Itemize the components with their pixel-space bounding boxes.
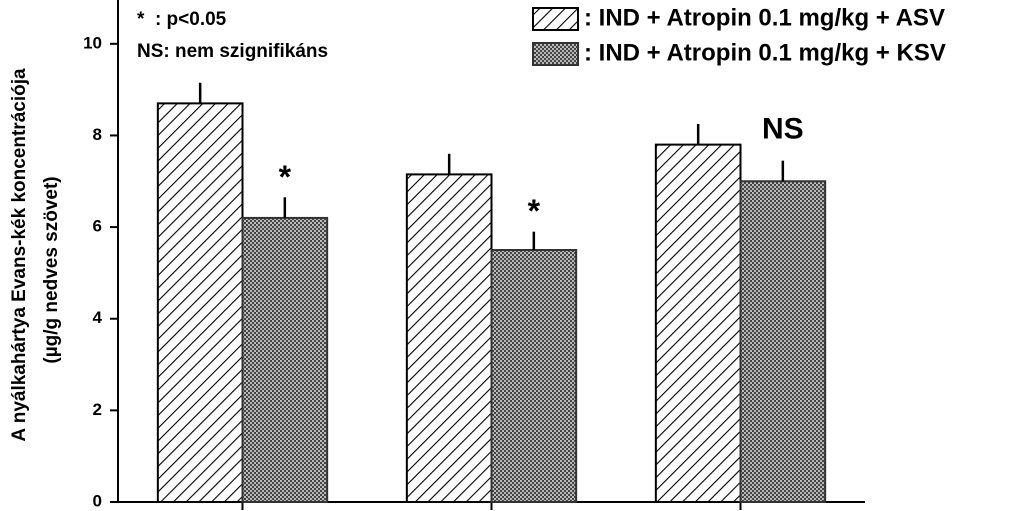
annotation: NS bbox=[762, 113, 804, 146]
legend-swatch bbox=[532, 7, 579, 31]
y-tick-label: 6 bbox=[93, 217, 102, 236]
bar bbox=[654, 143, 742, 503]
y-tick-label: 4 bbox=[93, 308, 103, 327]
bar bbox=[241, 216, 329, 503]
legend-label: : IND + Atropin 0.1 mg/kg + KSV bbox=[584, 39, 946, 66]
y-axis-label: A nyálkahártya Evans-kék koncentrációja bbox=[9, 68, 30, 442]
annotation: * bbox=[528, 193, 541, 229]
y-tick-label: 8 bbox=[93, 125, 102, 144]
bar bbox=[156, 102, 244, 504]
annotation: * bbox=[279, 159, 292, 195]
note: * : p<0.05 bbox=[137, 9, 227, 30]
legend-swatch bbox=[532, 42, 579, 66]
bar bbox=[405, 173, 493, 503]
y-tick-label: 0 bbox=[93, 491, 102, 510]
bar bbox=[490, 249, 578, 503]
bar bbox=[739, 180, 827, 503]
note: NS: nem szignifikáns bbox=[137, 41, 328, 62]
y-tick-label: 10 bbox=[83, 33, 102, 52]
y-axis-label: (µg/g nedves szövet) bbox=[41, 176, 62, 363]
legend-label: : IND + Atropin 0.1 mg/kg + ASV bbox=[584, 4, 945, 31]
y-tick-label: 2 bbox=[93, 400, 102, 419]
